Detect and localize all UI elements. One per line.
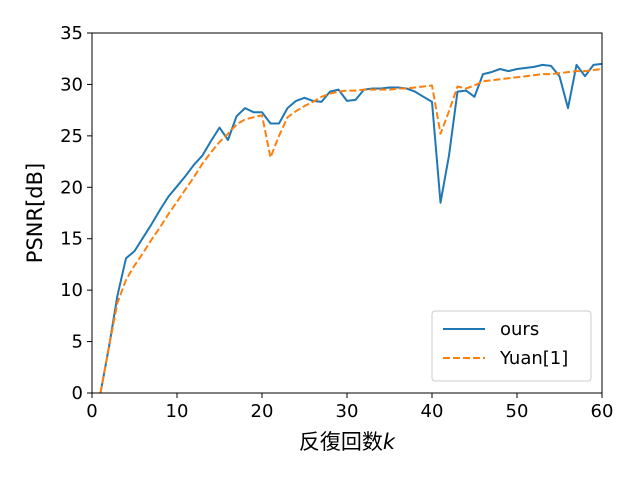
x-tick-label: 30 <box>336 401 359 422</box>
y-tick-label: 30 <box>60 74 83 95</box>
series-line-0 <box>99 62 603 394</box>
series-line-1 <box>99 68 603 394</box>
legend: ours Yuan[1] <box>431 310 592 382</box>
y-tick-label: 0 <box>72 383 83 404</box>
y-axis-ticks: 0 5 10 15 20 25 30 35 <box>60 23 92 404</box>
x-axis-label-variable: k <box>383 430 396 454</box>
x-tick-label: 20 <box>251 401 274 422</box>
y-tick-label: 20 <box>60 177 83 198</box>
x-tick-label: 50 <box>506 401 529 422</box>
x-tick-label: 40 <box>421 401 444 422</box>
y-tick-label: 35 <box>60 23 83 44</box>
y-tick-label: 15 <box>60 229 83 250</box>
x-axis-label-text: 反復回数 <box>299 430 383 454</box>
y-tick-label: 5 <box>72 332 83 353</box>
y-axis-label: PSNR[dB] <box>23 163 47 263</box>
legend-label-ours: ours <box>500 319 539 340</box>
x-tick-label: 10 <box>166 401 189 422</box>
y-tick-label: 10 <box>60 280 83 301</box>
x-axis-label: 反復回数k <box>299 430 396 454</box>
plot-lines <box>99 62 603 394</box>
x-tick-label: 0 <box>86 401 97 422</box>
x-tick-label: 60 <box>591 401 614 422</box>
legend-label-yuan: Yuan[1] <box>499 348 568 369</box>
x-axis-ticks: 0 10 20 30 40 50 60 <box>86 393 613 422</box>
y-tick-label: 25 <box>60 126 83 147</box>
